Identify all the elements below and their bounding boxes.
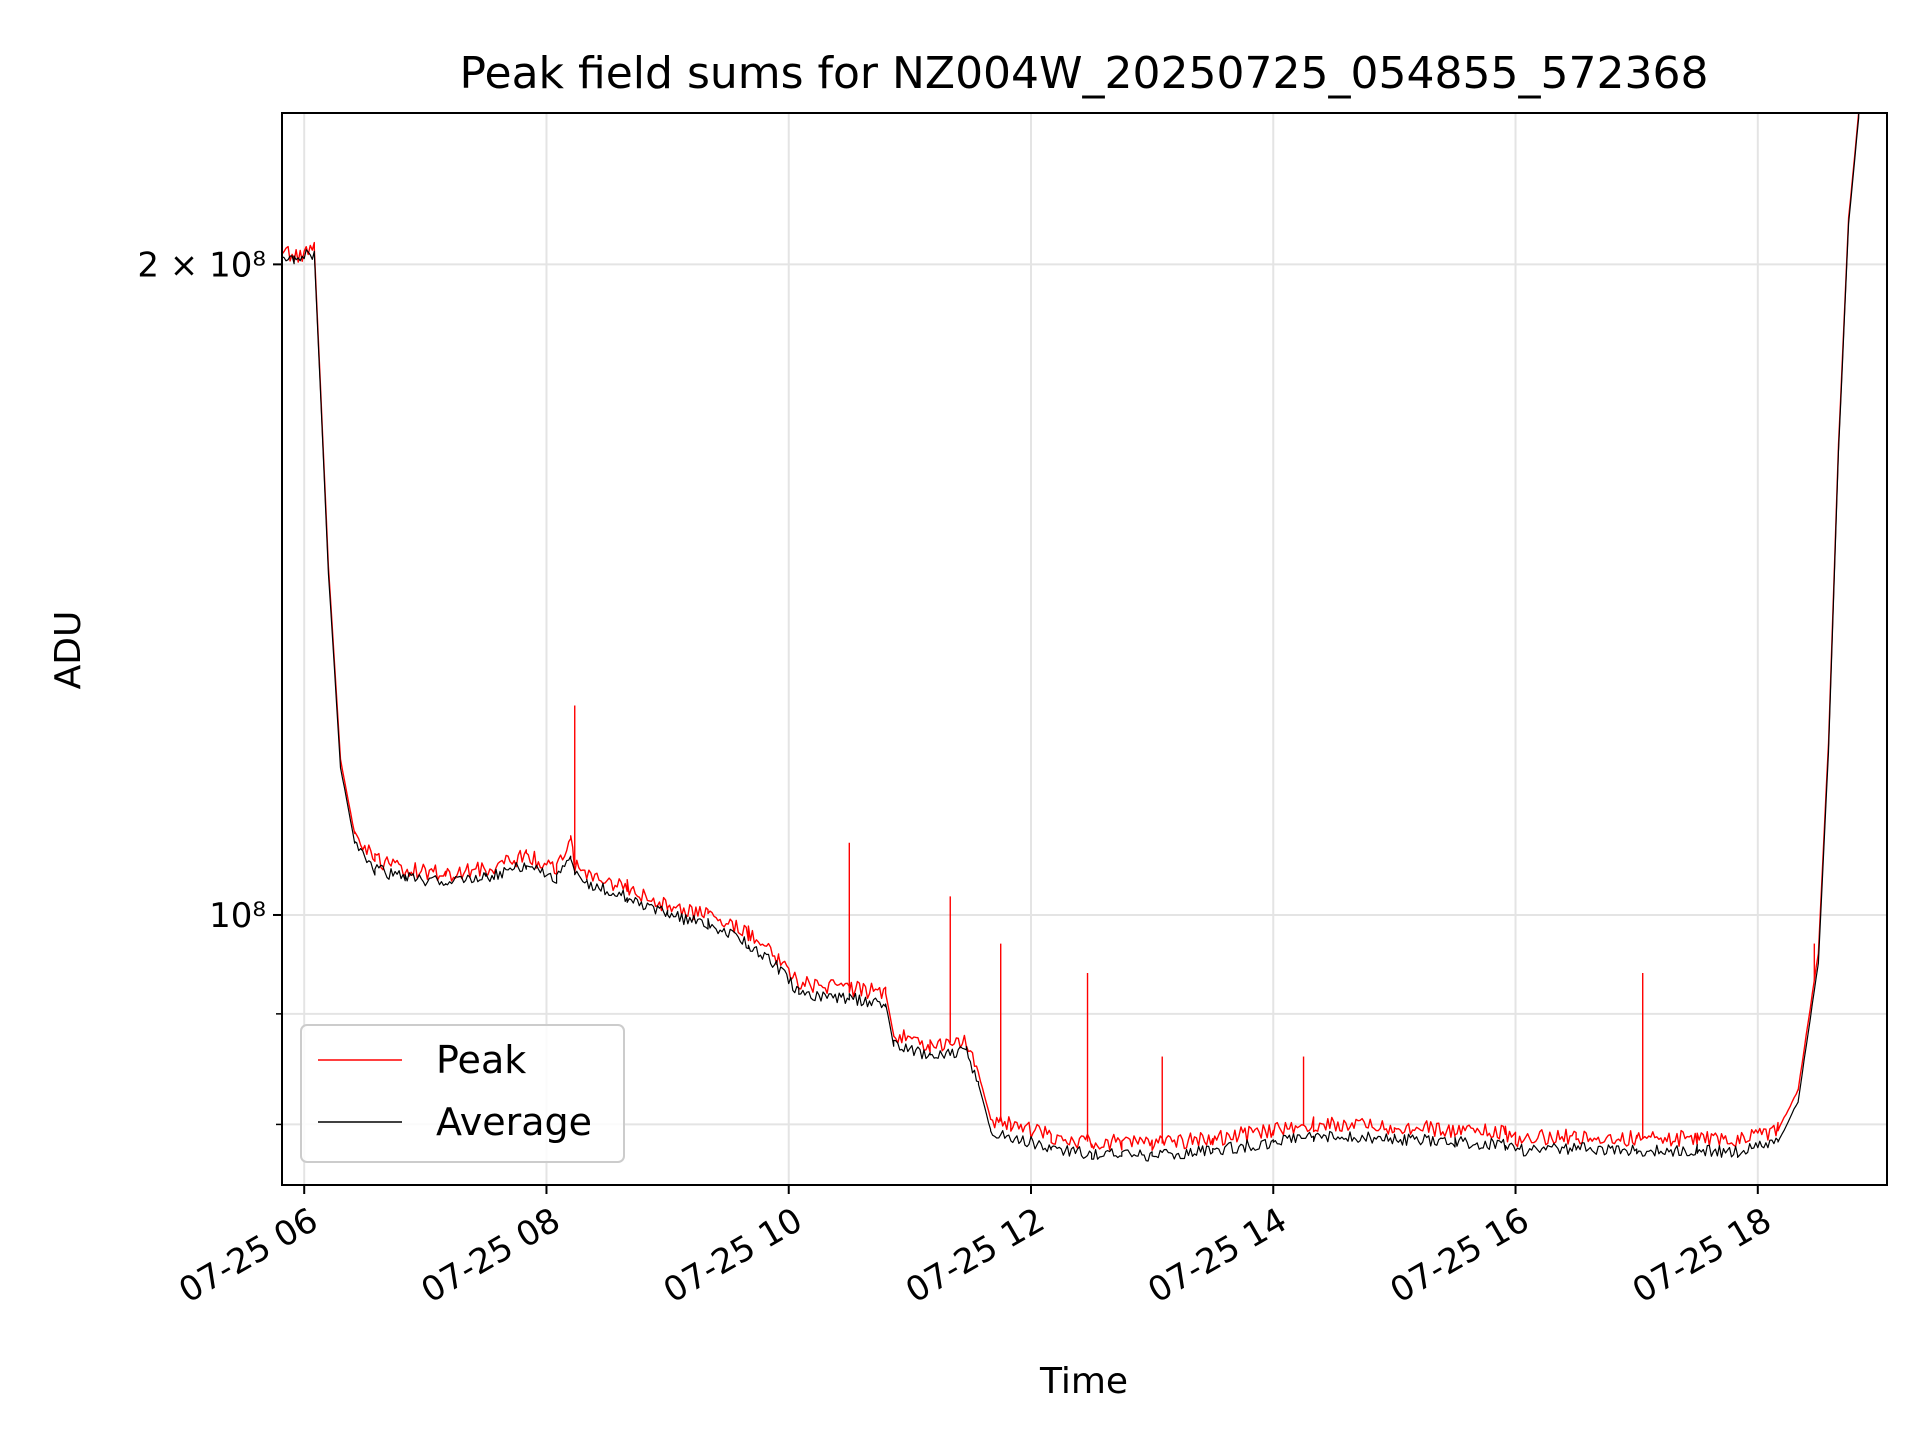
y-tick-label: 2 × 10⁸ xyxy=(137,245,266,285)
x-axis-label: Time xyxy=(1039,1361,1128,1402)
y-tick-label: 10⁸ xyxy=(209,896,266,936)
series-line-peak xyxy=(282,113,1860,1151)
grid xyxy=(282,113,1887,1185)
series-layer xyxy=(282,113,1864,1162)
y-axis-label: ADU xyxy=(48,611,89,690)
legend-label-average: Average xyxy=(436,1100,592,1144)
legend: Peak Average xyxy=(300,1024,625,1163)
legend-label-peak: Peak xyxy=(436,1038,526,1082)
y-axis: 2 × 10⁸ 10⁸ xyxy=(137,245,282,1126)
plot-frame xyxy=(281,112,1888,1186)
chart-title: Peak field sums for NZ004W_20250725_0548… xyxy=(460,48,1709,99)
series-line-average xyxy=(282,113,1864,1162)
